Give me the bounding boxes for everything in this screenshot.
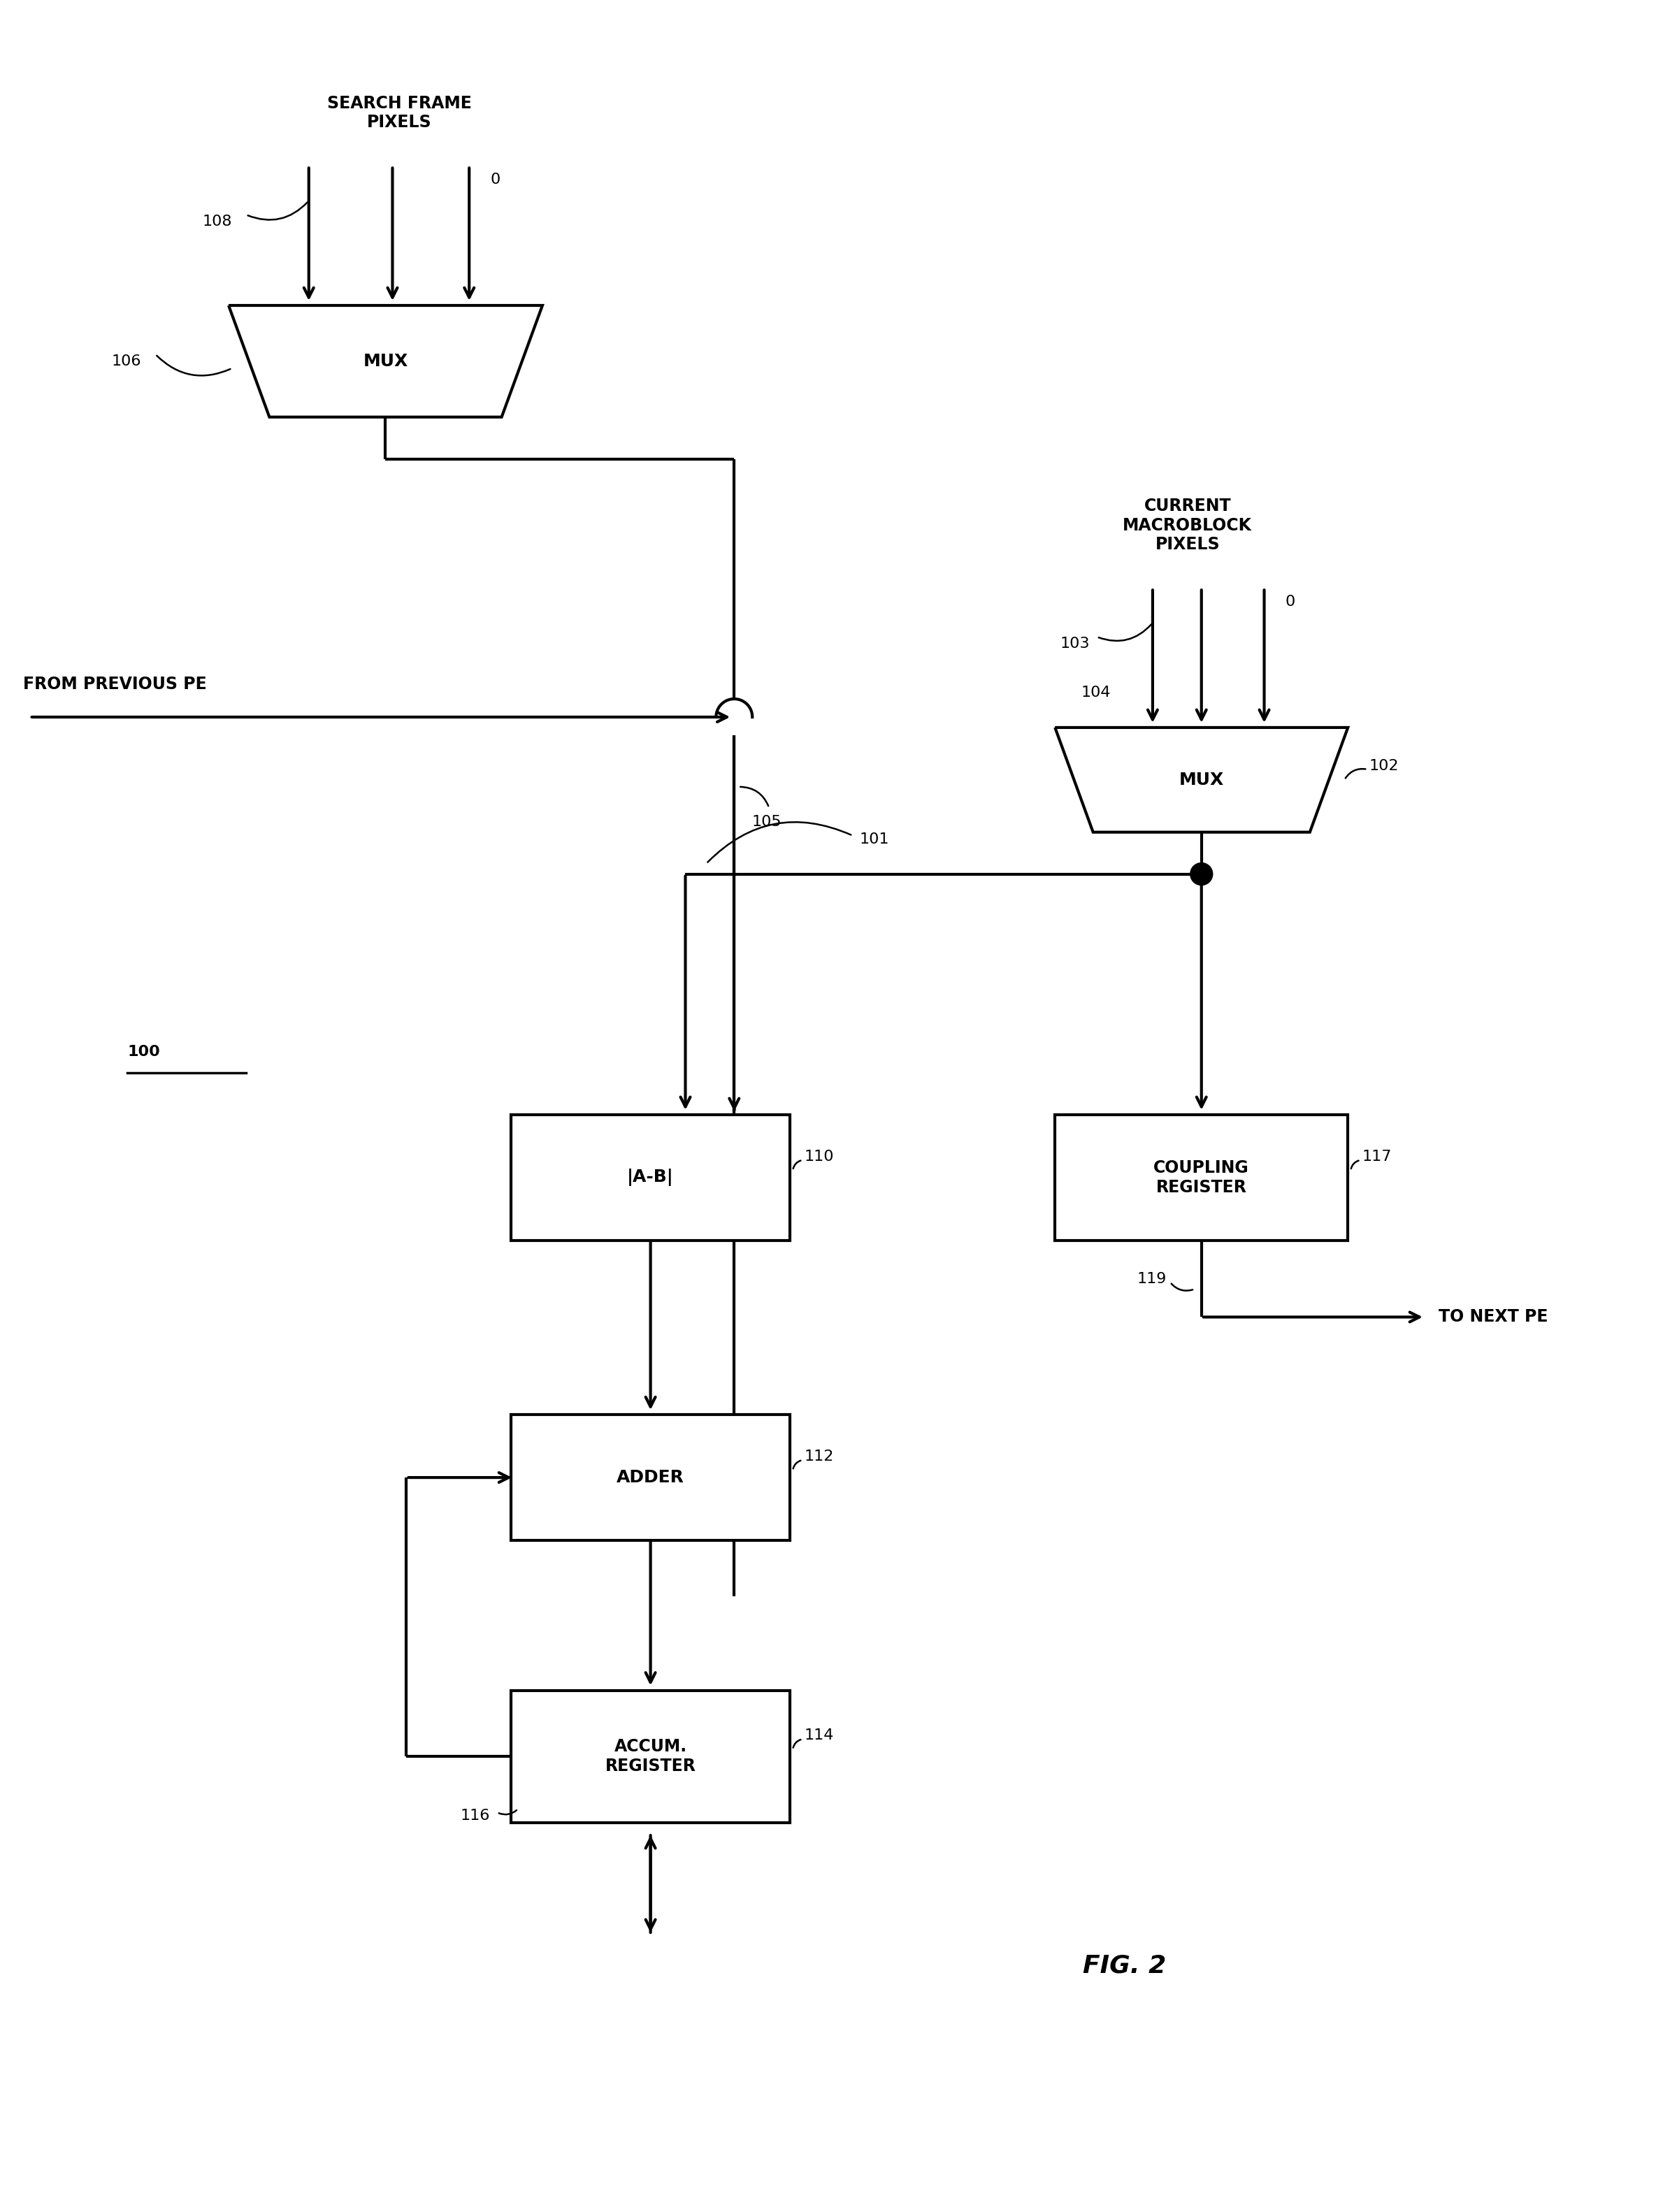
Text: CURRENT
MACROBLOCK
PIXELS: CURRENT MACROBLOCK PIXELS: [1123, 498, 1252, 553]
Bar: [512, 1690, 790, 1823]
Circle shape: [1191, 863, 1212, 885]
Text: 106: 106: [111, 354, 141, 367]
Text: 0: 0: [490, 173, 500, 186]
Text: 110: 110: [803, 1150, 833, 1164]
Text: 117: 117: [1361, 1150, 1391, 1164]
Bar: [512, 1416, 790, 1540]
Text: 103: 103: [1060, 637, 1090, 650]
Text: 0: 0: [1285, 595, 1295, 608]
Text: TO NEXT PE: TO NEXT PE: [1439, 1310, 1548, 1325]
Text: ADDER: ADDER: [616, 1469, 684, 1486]
Text: 116: 116: [460, 1809, 490, 1823]
Text: 105: 105: [752, 814, 782, 830]
Text: ACCUM.
REGISTER: ACCUM. REGISTER: [604, 1739, 696, 1774]
Text: MUX: MUX: [1179, 772, 1224, 787]
Text: 102: 102: [1370, 759, 1399, 772]
Text: FIG. 2: FIG. 2: [1083, 1953, 1166, 1978]
Text: MUX: MUX: [363, 354, 407, 369]
Text: COUPLING
REGISTER: COUPLING REGISTER: [1154, 1159, 1249, 1197]
Text: |A-B|: |A-B|: [628, 1168, 674, 1186]
Text: 114: 114: [803, 1728, 833, 1743]
Text: 108: 108: [202, 215, 232, 228]
Bar: [512, 1115, 790, 1241]
Text: FROM PREVIOUS PE: FROM PREVIOUS PE: [23, 677, 207, 692]
Text: 100: 100: [128, 1044, 161, 1060]
Text: 101: 101: [859, 832, 889, 847]
Text: 104: 104: [1081, 686, 1111, 699]
Text: SEARCH FRAME
PIXELS: SEARCH FRAME PIXELS: [328, 95, 472, 131]
Bar: [1055, 1115, 1348, 1241]
Text: 112: 112: [803, 1449, 833, 1464]
Text: 119: 119: [1138, 1272, 1166, 1285]
